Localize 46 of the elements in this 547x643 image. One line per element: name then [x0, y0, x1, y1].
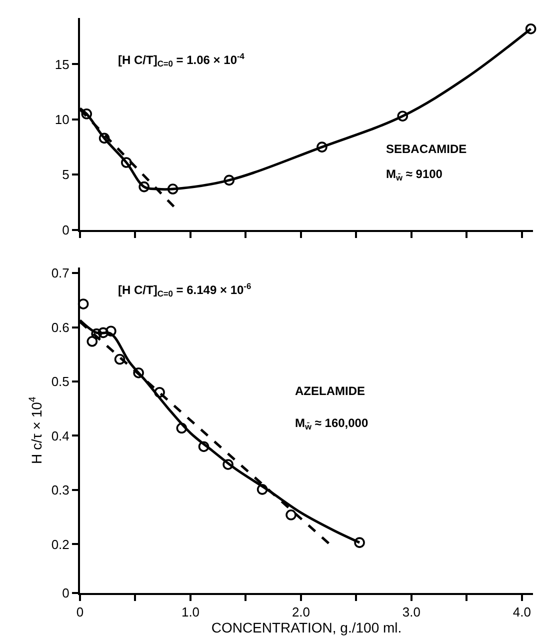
x-tick-label: 1.0: [181, 604, 200, 620]
point: [78, 298, 89, 310]
y-tick-label: 0: [62, 586, 70, 601]
point: [121, 157, 132, 168]
point: [154, 386, 165, 398]
annotation: M$_{w̄}$ ≈ 9100: [386, 167, 443, 183]
y-tick-label: 0.4: [51, 428, 70, 444]
point: [114, 354, 126, 365]
y-tick-label: 0: [62, 222, 70, 238]
point: [525, 23, 536, 34]
annotation: SEBACAMIDE: [386, 142, 467, 156]
point: [198, 441, 210, 452]
point: [222, 459, 234, 470]
point: [98, 132, 110, 144]
point: [256, 484, 268, 495]
point: [167, 184, 178, 194]
annotation: [H C/T]$_{C=0}$ = 6.149 × 10$^{-6}$: [118, 281, 252, 299]
x-axis-title: CONCENTRATION, g./100 ml.: [211, 620, 402, 636]
point: [86, 336, 98, 347]
y-tick-label: 0.5: [51, 374, 70, 390]
x-tick-label: 2.0: [292, 604, 310, 620]
y-tick-label: 10: [54, 112, 70, 127]
y-tick-label: 0.6: [51, 320, 70, 335]
annotation: M$_{w̄}$ ≈ 160,000: [295, 416, 368, 432]
y-tick-label: 0.7: [51, 266, 70, 281]
annotation: [H C/T]$_{C=0}$ = 1.06 × 10$^{-4}$: [118, 51, 245, 69]
y-tick-label: 0.3: [51, 482, 70, 498]
point: [106, 326, 116, 336]
point: [98, 327, 109, 338]
x-tick-label: 3.0: [402, 604, 420, 620]
point: [354, 537, 365, 548]
point: [133, 367, 144, 378]
y-tick-label: 5: [62, 167, 70, 182]
point: [91, 328, 102, 340]
point: [81, 108, 92, 120]
annotation: AZELAMIDE: [295, 384, 365, 398]
point: [224, 174, 235, 186]
x-tick-label: 4.0: [512, 604, 531, 620]
y-tick-label: 0.2: [51, 536, 70, 552]
point: [176, 422, 188, 434]
point: [316, 142, 328, 152]
y-tick-label: 15: [54, 56, 70, 72]
x-tick-label: 0: [76, 604, 84, 620]
point: [397, 110, 408, 122]
point: [286, 510, 296, 520]
point: [138, 181, 150, 192]
